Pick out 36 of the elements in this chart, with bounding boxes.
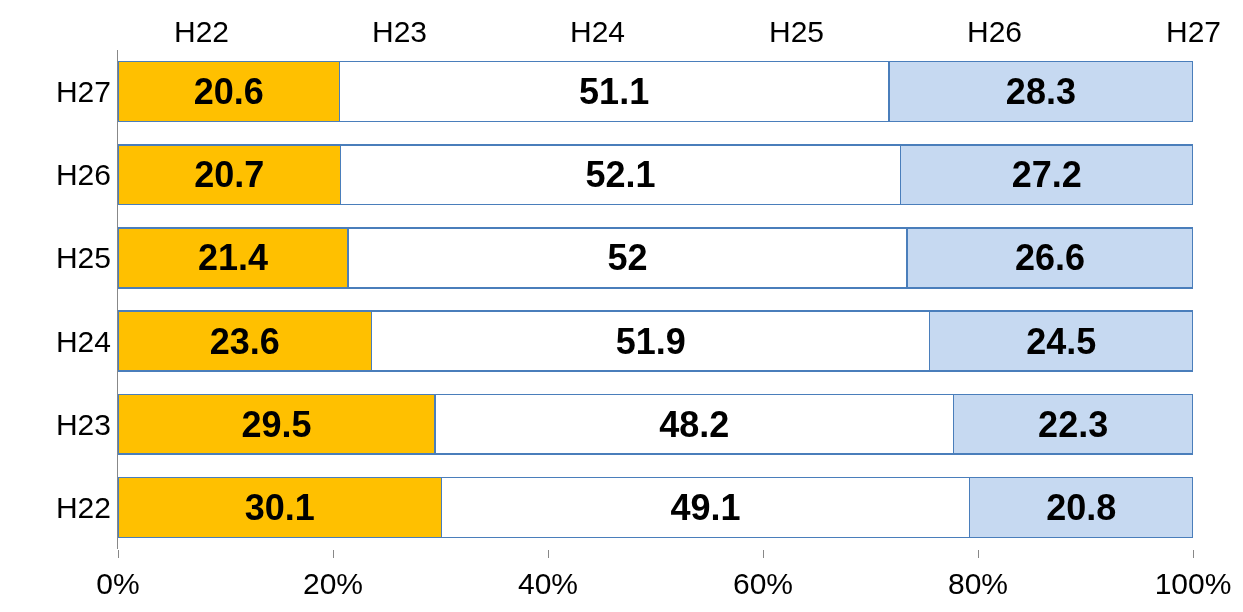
data-label: 49.1	[670, 486, 741, 528]
text: H25	[769, 15, 825, 48]
data-label: 24.5	[1026, 320, 1097, 362]
y-tick-label: H22	[55, 490, 111, 524]
data-label: 48.2	[659, 403, 730, 445]
data-label: 30.1	[244, 486, 315, 528]
x-tick-label: 100%	[1154, 567, 1232, 600]
data-label: 26.6	[1014, 237, 1086, 279]
x-tick-label: 20%	[302, 567, 364, 600]
x-tick-label: 0%	[96, 567, 140, 600]
text: H24	[570, 15, 626, 48]
data-label: 21.4	[197, 237, 269, 279]
data-label: 51.9	[615, 320, 686, 362]
data-label: 20.7	[194, 154, 265, 196]
text: H22	[174, 15, 230, 48]
data-label: 23.6	[209, 320, 280, 362]
y-tick-label: H23	[55, 407, 111, 441]
data-label: 22.3	[1038, 403, 1109, 445]
y-tick-label: H25	[55, 241, 111, 275]
y-tick-label: H27	[55, 75, 111, 109]
data-label: 28.3	[1005, 71, 1076, 113]
data-label: 52.1	[585, 154, 656, 196]
data-label: 27.2	[1011, 154, 1082, 196]
text: H27	[1166, 15, 1222, 48]
y-tick-label: H24	[55, 324, 111, 358]
y-tick-label: H26	[55, 158, 111, 192]
data-label: 52	[607, 237, 648, 279]
data-label: 20.8	[1046, 486, 1117, 528]
x-tick-label: 60%	[732, 567, 794, 600]
text: H26	[967, 15, 1023, 48]
data-label: 51.1	[579, 71, 650, 113]
x-tick-label: 80%	[947, 567, 1009, 600]
data-label: 29.5	[241, 403, 312, 445]
x-tick-label: 40%	[517, 567, 579, 600]
text: H23	[372, 15, 428, 48]
data-label: 20.6	[193, 71, 264, 113]
